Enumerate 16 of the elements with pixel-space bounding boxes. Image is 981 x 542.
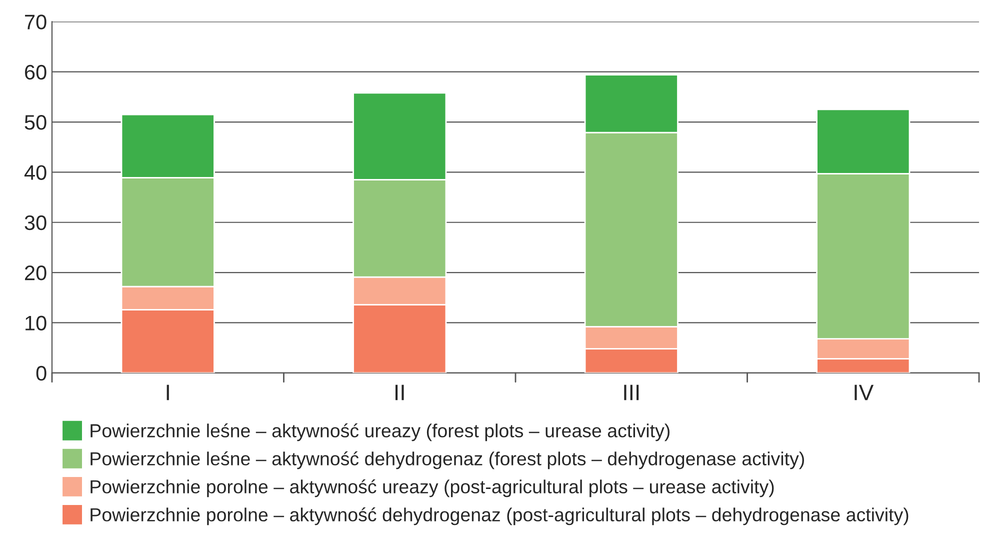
y-tick-label: 30 (24, 215, 46, 230)
y-tick-label: 60 (25, 64, 46, 80)
legend-label: Powierzchnie porolne – aktywność dehydrogenaz (post-agricultural plots – dehydrogenase activity) (90, 507, 908, 526)
x-tick-label: II (396, 384, 404, 400)
x-tick-label: I (166, 384, 169, 400)
legend-label: Powierzchnie porolne – aktywność ureazy (post-agricultural plots – urease activity) (90, 479, 774, 498)
y-tick-label: 40 (24, 165, 46, 180)
y-tick-label: 70 (25, 14, 46, 30)
y-tick-label: 20 (25, 266, 46, 280)
y-tick-label: 50 (24, 115, 46, 130)
legend-label: Powierzchnie leśne – aktywność ureazy (forest plots – urease activity) (90, 423, 670, 442)
y-tick-label: 0 (36, 366, 46, 381)
x-tick-label: III (624, 384, 639, 400)
legend-label: Powierzchnie leśne – aktywność dehydrogenaz (forest plots – dehydrogenase activity) (90, 451, 804, 470)
x-tick-label: IV (854, 384, 874, 400)
y-tick-label: 10 (26, 316, 46, 330)
